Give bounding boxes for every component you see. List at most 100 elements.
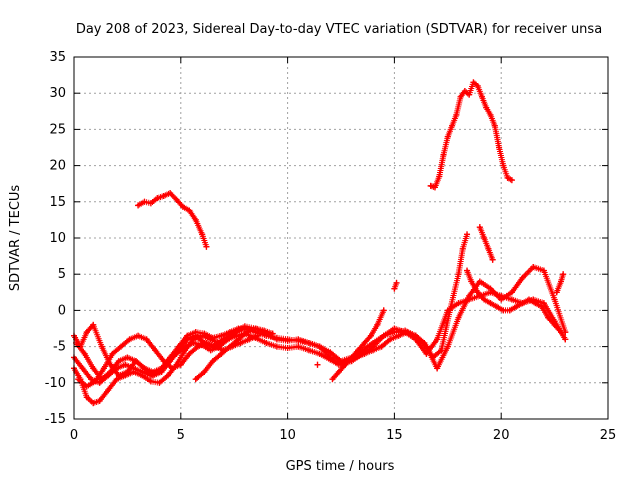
data-point — [504, 174, 511, 181]
data-series — [427, 79, 515, 191]
data-point — [476, 224, 483, 231]
data-point — [327, 349, 334, 356]
data-point — [79, 365, 86, 372]
x-axis-label: GPS time / hours — [286, 459, 395, 474]
data-point — [496, 144, 503, 151]
data-point — [117, 343, 124, 350]
data-point — [92, 378, 99, 385]
x-tick-label: 20 — [493, 428, 510, 443]
data-series — [329, 307, 387, 383]
data-point — [491, 122, 498, 129]
data-point — [130, 365, 137, 372]
data-point — [361, 350, 368, 357]
data-point — [370, 339, 377, 346]
data-point — [438, 347, 445, 354]
data-point — [98, 343, 105, 350]
data-point — [90, 365, 97, 372]
data-point — [329, 376, 336, 383]
data-point — [173, 196, 180, 203]
gridlines — [74, 57, 608, 419]
data-point — [109, 350, 116, 357]
data-point — [263, 339, 270, 346]
data-point — [135, 332, 142, 339]
data-point — [444, 133, 451, 140]
y-tick-label: -15 — [45, 412, 66, 427]
data-point — [143, 336, 150, 343]
data-point — [314, 361, 321, 368]
data-point — [487, 111, 494, 118]
data-point — [316, 350, 323, 357]
data-point — [158, 365, 165, 372]
data-point — [224, 336, 231, 343]
data-point — [476, 278, 483, 285]
data-point — [177, 361, 184, 368]
data-point — [395, 332, 402, 339]
data-point — [254, 332, 261, 339]
data-point — [184, 332, 191, 339]
data-point — [305, 347, 312, 354]
data-point — [83, 394, 90, 401]
data-point — [141, 365, 148, 372]
data-point — [156, 379, 163, 386]
data-series — [192, 325, 276, 383]
y-axis-label: SDTVAR / TECUs — [8, 185, 23, 292]
data-point — [124, 368, 131, 375]
data-point — [132, 358, 139, 365]
data-point — [100, 365, 107, 372]
data-point — [493, 303, 500, 310]
data-point — [316, 343, 323, 350]
data-point — [434, 365, 441, 372]
data-point — [560, 271, 567, 278]
data-point — [429, 354, 436, 361]
data-point — [540, 267, 547, 274]
y-tick-label: 15 — [49, 195, 66, 210]
y-tick-label: 35 — [49, 50, 66, 65]
data-point — [218, 332, 225, 339]
data-point — [295, 343, 302, 350]
data-point — [380, 332, 387, 339]
data-series — [391, 279, 400, 292]
data-point — [427, 182, 434, 189]
data-point — [88, 376, 95, 383]
data-point — [519, 300, 526, 307]
data-point — [135, 202, 142, 209]
data-point — [532, 300, 539, 307]
data-point — [126, 336, 133, 343]
data-point — [485, 245, 492, 252]
data-point — [431, 184, 438, 191]
data-point — [483, 104, 490, 111]
x-tick-label: 25 — [600, 428, 617, 443]
data-point — [481, 235, 488, 241]
data-point — [370, 347, 377, 354]
data-point — [378, 343, 385, 350]
data-point — [367, 332, 374, 339]
x-tick-label: 10 — [279, 428, 296, 443]
data-point — [519, 274, 526, 281]
data-point — [141, 198, 148, 205]
data-point — [500, 307, 507, 314]
data-point — [207, 347, 214, 354]
data-point — [464, 231, 471, 238]
y-tick-label: -10 — [45, 376, 66, 391]
data-point — [269, 330, 276, 337]
data-point — [175, 343, 182, 350]
data-point — [169, 365, 176, 372]
data-point — [233, 332, 240, 339]
y-tick-label: 30 — [49, 86, 66, 101]
data-point — [273, 336, 280, 343]
data-series — [314, 361, 321, 368]
y-tick-label: -5 — [53, 340, 66, 355]
y-tick-label: 25 — [49, 122, 66, 137]
data-point — [444, 343, 451, 350]
data-point — [90, 400, 97, 407]
data-point — [508, 296, 515, 303]
data-point — [244, 329, 251, 336]
data-point — [192, 376, 199, 383]
data-point — [455, 314, 462, 321]
data-point — [530, 263, 537, 270]
data-point — [481, 296, 488, 303]
data-point — [235, 336, 242, 343]
data-point — [508, 177, 515, 184]
